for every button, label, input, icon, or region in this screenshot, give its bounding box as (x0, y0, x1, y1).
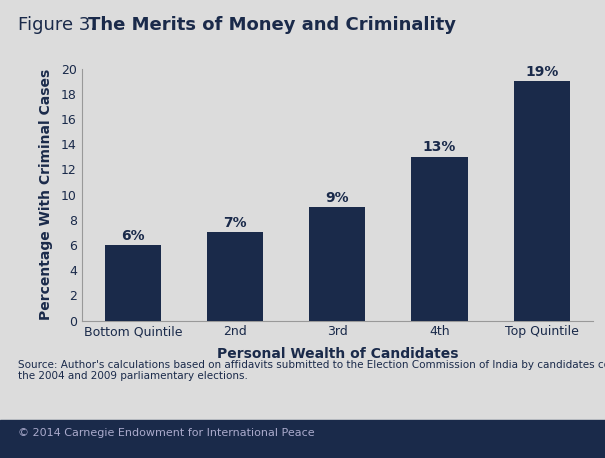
Text: 13%: 13% (423, 140, 456, 154)
Bar (514, 81, 570, 321)
Text: Source: Author's calculations based on affidavits submitted to the Election Comm: Source: Author's calculations based on a… (18, 360, 605, 381)
X-axis label: Personal Wealth of Candidates: Personal Wealth of Candidates (217, 347, 458, 361)
Text: 9%: 9% (325, 191, 349, 205)
Bar (309, 207, 365, 321)
Text: Figure 3.: Figure 3. (18, 16, 102, 34)
Text: 6%: 6% (121, 229, 145, 243)
Text: 7%: 7% (223, 216, 247, 230)
Bar (411, 157, 468, 321)
Y-axis label: Percentage With Criminal Cases: Percentage With Criminal Cases (39, 69, 53, 320)
Bar (105, 245, 161, 321)
Text: © 2014 Carnegie Endowment for International Peace: © 2014 Carnegie Endowment for Internatio… (18, 428, 315, 438)
Text: The Merits of Money and Criminality: The Merits of Money and Criminality (88, 16, 456, 34)
Bar (207, 232, 263, 321)
Text: 19%: 19% (525, 65, 558, 79)
